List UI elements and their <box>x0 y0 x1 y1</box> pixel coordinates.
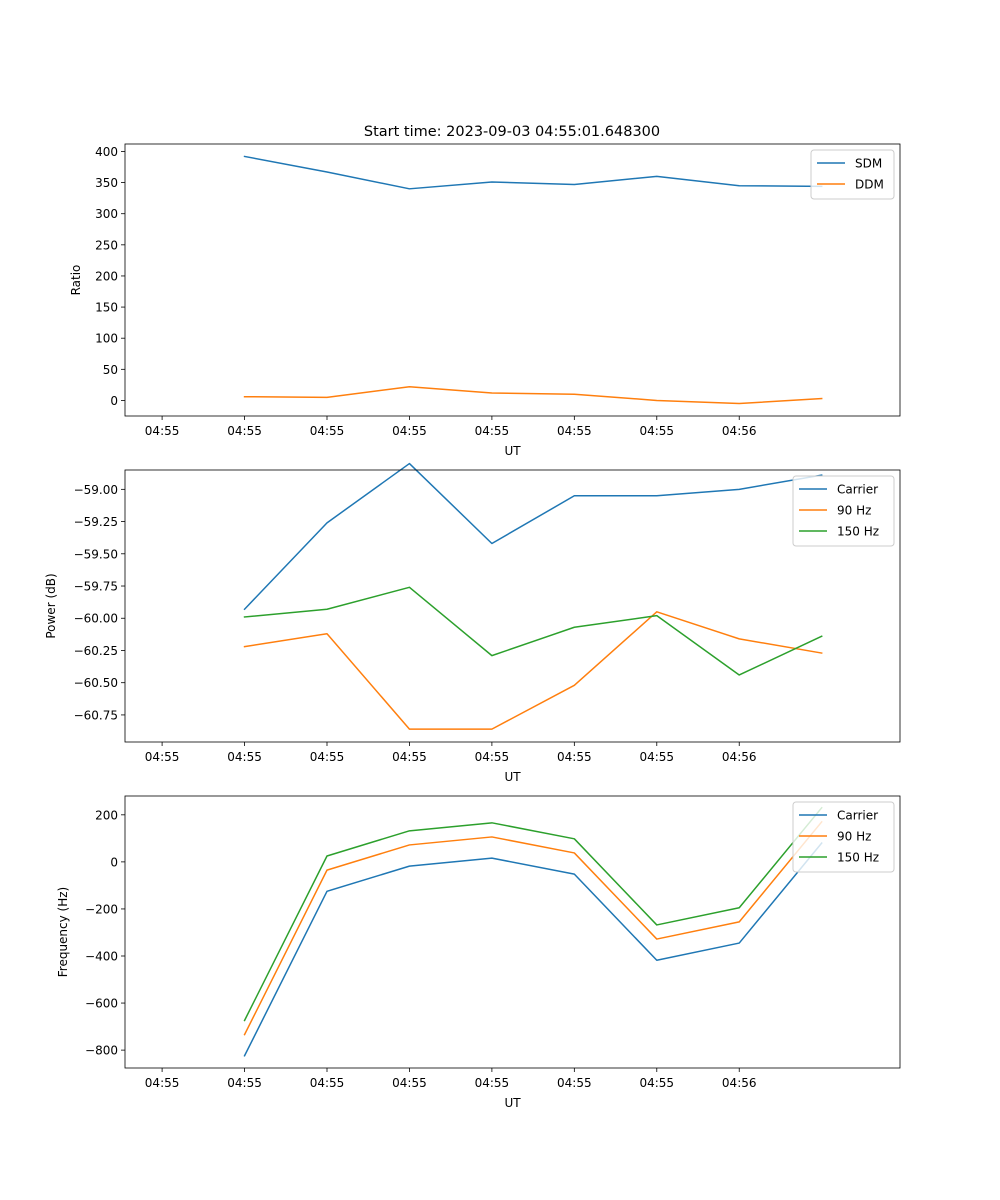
chart-2-legend-label-90-hz: 90 Hz <box>837 504 871 518</box>
chart-1-legend-label-sdm: SDM <box>855 157 882 171</box>
chart-2-legend-label-150-hz: 150 Hz <box>837 525 879 539</box>
chart-2-y-tick-label: −60.25 <box>74 644 118 658</box>
chart-1: 04:55 04:55 04:55 04:55 04:55 04:55 04:55 04:56… <box>69 143 901 458</box>
chart-2-y-tick-label: −60.00 <box>74 612 118 626</box>
chart-2-x-tick-label: 04:55 <box>475 750 510 764</box>
chart-2-x-tick-label: 04:55 <box>639 750 674 764</box>
chart-1-x-tick-label: 04:55 <box>392 424 427 438</box>
chart-1-y-tick-label: 200 <box>95 269 118 283</box>
chart-1-axes-frame <box>124 143 901 417</box>
chart-1-x-tick-label: 04:55 <box>475 424 510 438</box>
chart-3-x-axis-label: UT <box>504 1096 521 1110</box>
chart-1-x-tick-label: 04:56 <box>722 424 757 438</box>
chart-2-x-tick-label: 04:55 <box>227 750 262 764</box>
chart-3-x-tick-label: 04:55 <box>639 1076 674 1090</box>
chart-3-y-tick-label: −800 <box>85 1044 118 1058</box>
chart-3-y-tick-label: −400 <box>85 950 118 964</box>
chart-3-legend: Carrier 90 Hz 150 Hz <box>792 801 895 873</box>
chart-2-x-tick-label: 04:55 <box>145 750 180 764</box>
chart-3-legend-box <box>792 801 895 873</box>
chart-3-legend-label-150-hz: 150 Hz <box>837 851 879 865</box>
chart-3-legend-label-90-hz: 90 Hz <box>837 830 871 844</box>
chart-2: 04:55 04:55 04:55 04:55 04:55 04:55 04:55 04:56… <box>44 462 901 784</box>
chart-3-y-tick-label: 200 <box>95 808 118 822</box>
chart-2-x-tick-label: 04:56 <box>722 750 757 764</box>
chart-1-x-tick-label: 04:55 <box>639 424 674 438</box>
chart-3-x-tick-label: 04:56 <box>722 1076 757 1090</box>
chart-1-series-sdm-line <box>243 155 823 190</box>
chart-1-legend-label-ddm: DDM <box>855 178 884 192</box>
chart-1-x-tick-label: 04:55 <box>145 424 180 438</box>
chart-3-y-tick-label: −600 <box>85 997 118 1011</box>
chart-2-y-tick-label: −59.00 <box>74 483 118 497</box>
chart-2-y-axis-label: Power (dB) <box>44 573 58 638</box>
chart-2-y-tick-label: −59.50 <box>74 547 118 561</box>
chart-1-series-ddm-line <box>243 386 823 405</box>
chart-3-y-axis-label: Frequency (Hz) <box>56 887 70 978</box>
chart-3-legend-label-carrier: Carrier <box>837 809 878 823</box>
chart-3-x-tick-label: 04:55 <box>392 1076 427 1090</box>
chart-2-series-90-hz-line <box>243 611 823 730</box>
chart-2-x-tick-label: 04:55 <box>310 750 345 764</box>
chart-2-y-tick-label: −59.25 <box>74 515 118 529</box>
chart-3-series-150-hz-line <box>243 806 823 1022</box>
chart-2-x-axis-label: UT <box>504 770 521 784</box>
chart-3-axes-frame <box>124 795 901 1069</box>
chart-3-x-tick-label: 04:55 <box>227 1076 262 1090</box>
chart-3-series-carrier-line <box>243 842 823 1057</box>
chart-3-x-tick-label: 04:55 <box>310 1076 345 1090</box>
chart-3-x-tick-label: 04:55 <box>557 1076 592 1090</box>
chart-2-y-tick-label: −60.75 <box>74 708 118 722</box>
chart-2-legend-box <box>792 475 895 547</box>
chart-1-x-axis-label: UT <box>504 444 521 458</box>
figure-title: Start time: 2023-09-03 04:55:01.648300 <box>364 124 660 140</box>
chart-1-y-tick-label: 250 <box>95 238 118 252</box>
chart-2-axes-frame <box>124 469 901 743</box>
chart-1-y-tick-label: 50 <box>103 363 118 377</box>
chart-1-y-tick-label: 0 <box>110 394 118 408</box>
chart-2-x-tick-label: 04:55 <box>557 750 592 764</box>
chart-2-legend: Carrier 90 Hz 150 Hz <box>792 475 895 547</box>
chart-3-x-tick-label: 04:55 <box>145 1076 180 1090</box>
chart-1-legend: SDM DDM <box>810 149 895 200</box>
chart-1-x-tick-label: 04:55 <box>310 424 345 438</box>
chart-1-y-tick-label: 400 <box>95 145 118 159</box>
chart-3: 04:55 04:55 04:55 04:55 04:55 04:55 04:55 04:56… <box>56 795 901 1110</box>
chart-1-y-tick-label: 300 <box>95 207 118 221</box>
plots-container: 04:55 04:55 04:55 04:55 04:55 04:55 04:55 04:56… <box>44 143 901 1110</box>
chart-1-y-tick-label: 350 <box>95 176 118 190</box>
chart-2-y-tick-label: −60.50 <box>74 676 118 690</box>
chart-3-y-tick-label: 0 <box>110 855 118 869</box>
chart-3-y-tick-label: −200 <box>85 902 118 916</box>
chart-1-y-tick-label: 150 <box>95 301 118 315</box>
chart-2-series-carrier-line <box>243 462 823 611</box>
chart-1-x-tick-label: 04:55 <box>227 424 262 438</box>
chart-2-series-150-hz-line <box>243 586 823 676</box>
chart-1-x-tick-label: 04:55 <box>557 424 592 438</box>
chart-2-legend-label-carrier: Carrier <box>837 483 878 497</box>
chart-1-y-tick-label: 100 <box>95 332 118 346</box>
chart-1-y-axis-label: Ratio <box>69 265 83 296</box>
chart-2-y-tick-label: −59.75 <box>74 580 118 594</box>
chart-3-series-90-hz-line <box>243 820 823 1036</box>
chart-2-x-tick-label: 04:55 <box>392 750 427 764</box>
chart-3-x-tick-label: 04:55 <box>475 1076 510 1090</box>
